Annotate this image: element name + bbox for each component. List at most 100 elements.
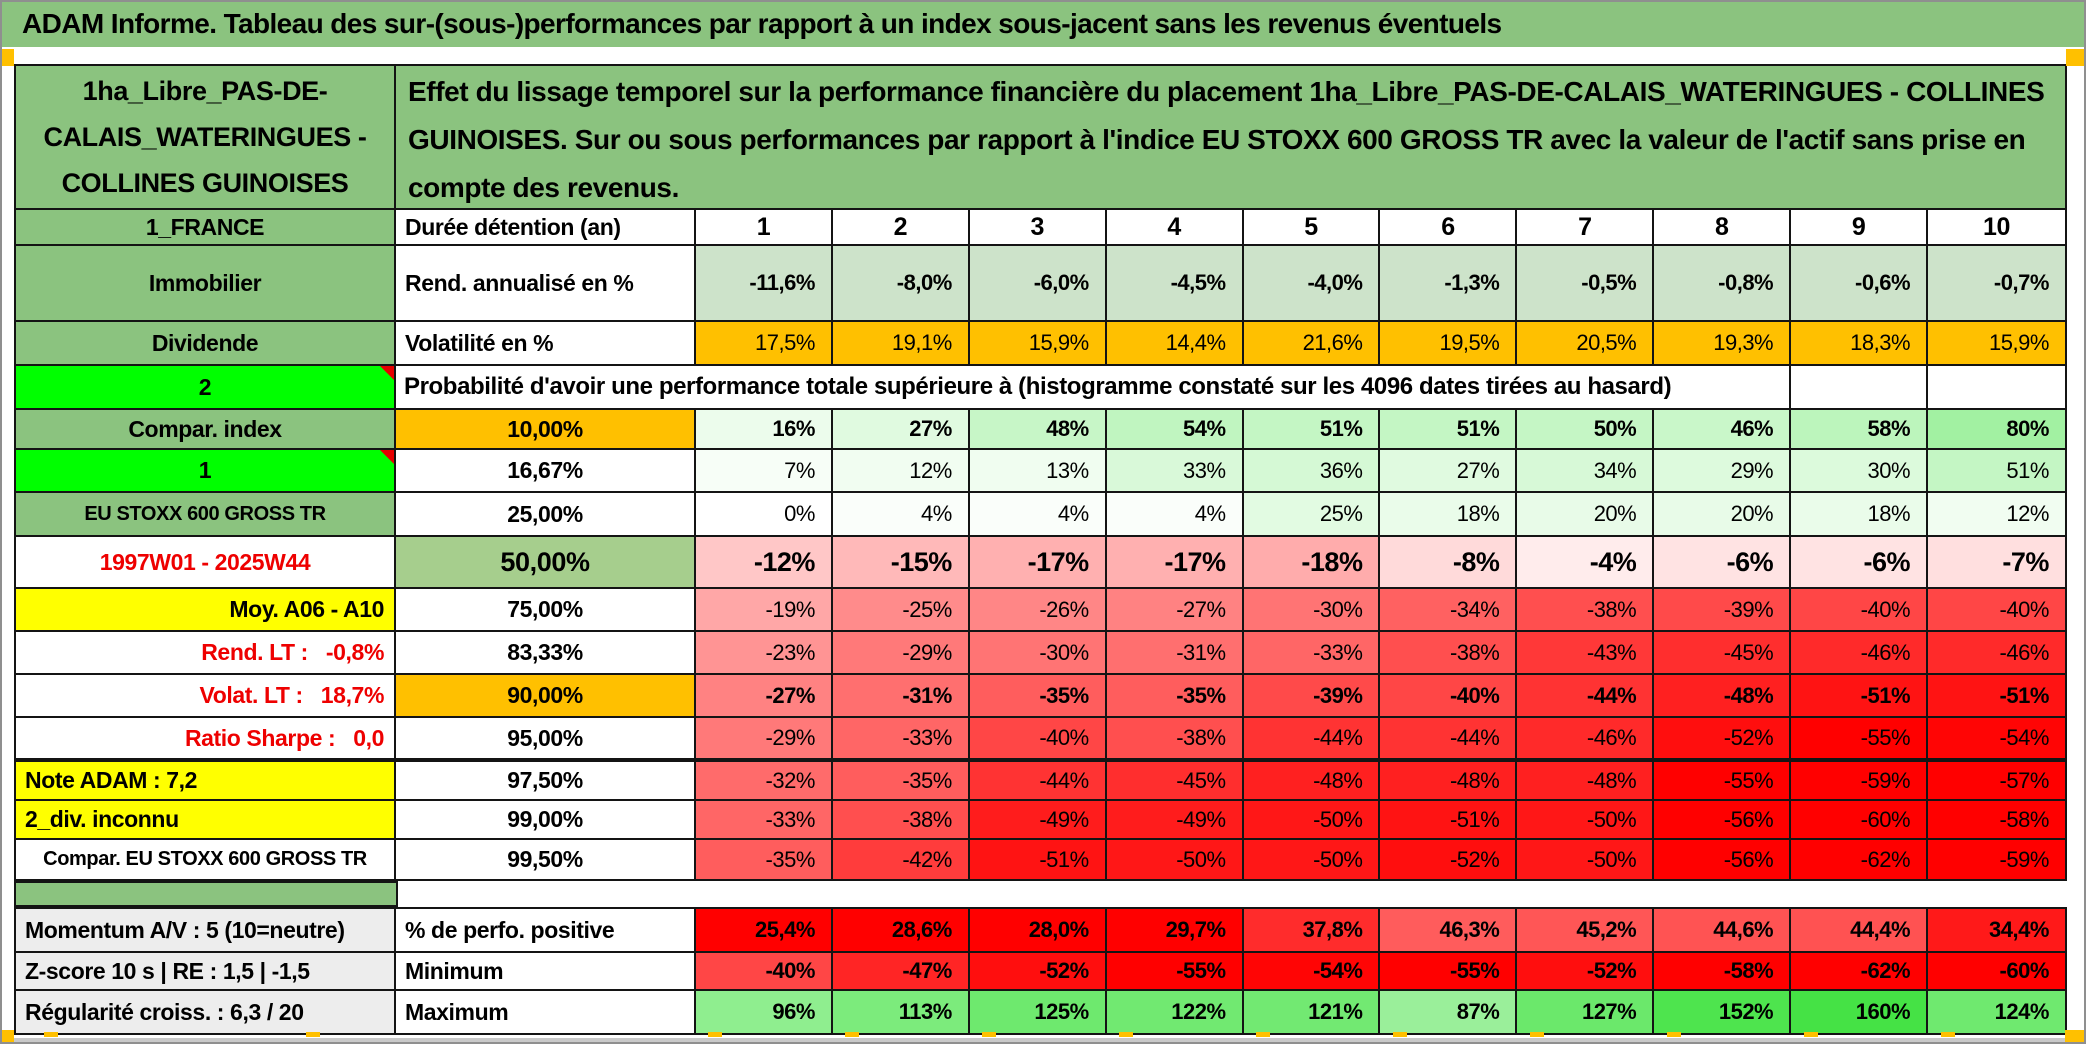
row-label-b: % de perfo. positive xyxy=(396,909,696,953)
data-cell: 18,3% xyxy=(1791,322,1929,366)
data-cell: 14,4% xyxy=(1106,322,1244,366)
data-cell: -4,5% xyxy=(1106,246,1244,322)
row-label-b: Maximum xyxy=(396,991,696,1033)
table-row: Dividende Volatilité en % 17,5% 19,1% 15,9% 1… xyxy=(16,322,2065,366)
data-cell: 7 xyxy=(1517,210,1655,246)
orange-tick xyxy=(306,1032,320,1037)
data-cell: -40% xyxy=(1791,589,1929,632)
data-cell: 36% xyxy=(1243,450,1381,493)
data-cell: 96% xyxy=(696,991,833,1033)
data-cell: 13% xyxy=(969,450,1107,493)
data-cell: 16% xyxy=(696,410,833,450)
data-cell: 45,2% xyxy=(1517,909,1655,953)
row-label-b: 99,50% xyxy=(396,840,696,879)
table-row: Rend. LT : -0,8% 83,33% -23% -29% -30% -31% -3… xyxy=(16,632,2065,675)
stats-table: Momentum A/V : 5 (10=neutre)% de perfo. … xyxy=(14,907,2067,1035)
data-cell: 25,4% xyxy=(696,909,833,953)
data-cell: 1 xyxy=(696,210,833,246)
data-cell: -8% xyxy=(1380,537,1518,589)
data-cell: 44,4% xyxy=(1791,909,1929,953)
data-cell: 80% xyxy=(1928,410,2065,450)
orange-tick xyxy=(1667,1032,1681,1037)
data-cell: -59% xyxy=(1791,762,1929,801)
row-label-b: 16,67% xyxy=(396,450,696,493)
table-row: Immobilier Rend. annualisé en % -11,6% -8,0… xyxy=(16,246,2065,322)
data-cell: -58% xyxy=(1928,801,2065,840)
data-cell: -49% xyxy=(1106,801,1244,840)
data-cell: 27% xyxy=(832,410,970,450)
data-cell: -0,7% xyxy=(1928,246,2065,322)
data-cell: -32% xyxy=(696,762,833,801)
row-label-b: 25,00% xyxy=(396,493,696,537)
orange-tick xyxy=(1941,1032,1955,1037)
data-cell: 12% xyxy=(1928,493,2065,537)
data-cell: -51% xyxy=(1791,675,1929,718)
orange-corner-marker xyxy=(2066,49,2086,66)
table-row: Compar. EU STOXX 600 GROSS TR 99,50% -35% -… xyxy=(16,840,2065,879)
row-label: Volat. LT : 18,7% xyxy=(16,675,396,718)
row-label-b: 75,00% xyxy=(396,589,696,632)
data-cell: -48% xyxy=(1380,762,1518,801)
data-cell: 51% xyxy=(1243,410,1381,450)
data-cell: 17,5% xyxy=(696,322,833,366)
data-cell: 2 xyxy=(832,210,970,246)
data-cell: 21,6% xyxy=(1243,322,1381,366)
data-cell: -38% xyxy=(832,801,970,840)
data-cell: 10 xyxy=(1928,210,2065,246)
row-label: Immobilier xyxy=(16,246,396,322)
data-cell: 54% xyxy=(1106,410,1244,450)
orange-tick xyxy=(982,1032,996,1037)
data-cell: -58% xyxy=(1654,953,1792,991)
data-cell: 7% xyxy=(696,450,833,493)
table-header-row: 1ha_Libre_PAS-DE-CALAIS_WATERINGUES - CO… xyxy=(16,66,2065,210)
table-row: 2 Probabilité d'avoir une performance tot… xyxy=(16,366,2065,410)
data-cell: -60% xyxy=(1791,801,1929,840)
data-cell: 4 xyxy=(1106,210,1244,246)
data-cell: -40% xyxy=(696,953,833,991)
data-cell: -50% xyxy=(1106,840,1244,879)
data-cell: -27% xyxy=(696,675,833,718)
data-cell: 37,8% xyxy=(1243,909,1381,953)
data-cell: 6 xyxy=(1380,210,1518,246)
data-cell: -62% xyxy=(1791,953,1929,991)
data-cell: 25% xyxy=(1243,493,1381,537)
table-row: Régularité croiss. : 6,3 / 20 Maximum 96% 1… xyxy=(16,991,2065,1033)
data-cell: -29% xyxy=(696,718,833,762)
table-row: 2_div. inconnu 99,00% -33% -38% -49% -49% -50%… xyxy=(16,801,2065,840)
data-cell: 5 xyxy=(1243,210,1381,246)
data-cell: 8 xyxy=(1654,210,1792,246)
row-label: Régularité croiss. : 6,3 / 20 xyxy=(16,991,396,1033)
data-cell: 19,1% xyxy=(832,322,970,366)
data-cell: -0,5% xyxy=(1517,246,1655,322)
data-cell: -30% xyxy=(1243,589,1381,632)
data-cell: 20,5% xyxy=(1517,322,1655,366)
data-cell: -31% xyxy=(832,675,970,718)
table-row: 1997W01 - 2025W44 50,00% -12% -15% -17% -17% -… xyxy=(16,537,2065,589)
row-label: Dividende xyxy=(16,322,396,366)
orange-tick xyxy=(44,1032,58,1037)
table-row: Z-score 10 s | RE : 1,5 | -1,5 Minimum -40… xyxy=(16,953,2065,991)
data-cell: -26% xyxy=(969,589,1107,632)
table-row: EU STOXX 600 GROSS TR 25,00% 0% 4% 4% 4% 25% 18… xyxy=(16,493,2065,537)
data-cell: -34% xyxy=(1380,589,1518,632)
data-cell: -56% xyxy=(1654,840,1792,879)
data-cell: -48% xyxy=(1517,762,1655,801)
data-cell: -52% xyxy=(1380,840,1518,879)
data-cell: 124% xyxy=(1928,991,2065,1033)
data-cell: 18% xyxy=(1791,493,1929,537)
data-cell: -33% xyxy=(832,718,970,762)
data-cell: -62% xyxy=(1791,840,1929,879)
asset-name-cell: 1ha_Libre_PAS-DE-CALAIS_WATERINGUES - CO… xyxy=(16,66,396,210)
table-row: Ratio Sharpe : 0,0 95,00% -29% -33% -40% -38%… xyxy=(16,718,2065,762)
data-cell: -27% xyxy=(1106,589,1244,632)
performance-table: 1ha_Libre_PAS-DE-CALAIS_WATERINGUES - CO… xyxy=(14,64,2067,881)
data-cell: -52% xyxy=(969,953,1107,991)
data-cell: 12% xyxy=(832,450,970,493)
data-cell: -12% xyxy=(696,537,833,589)
row-label-b: Rend. annualisé en % xyxy=(396,246,696,322)
row-label-b: 97,50% xyxy=(396,762,696,801)
orange-corner-marker xyxy=(0,1030,14,1043)
data-cell: 160% xyxy=(1791,991,1929,1033)
row-label: Note ADAM : 7,2 xyxy=(16,762,396,801)
data-cell: -50% xyxy=(1243,840,1381,879)
